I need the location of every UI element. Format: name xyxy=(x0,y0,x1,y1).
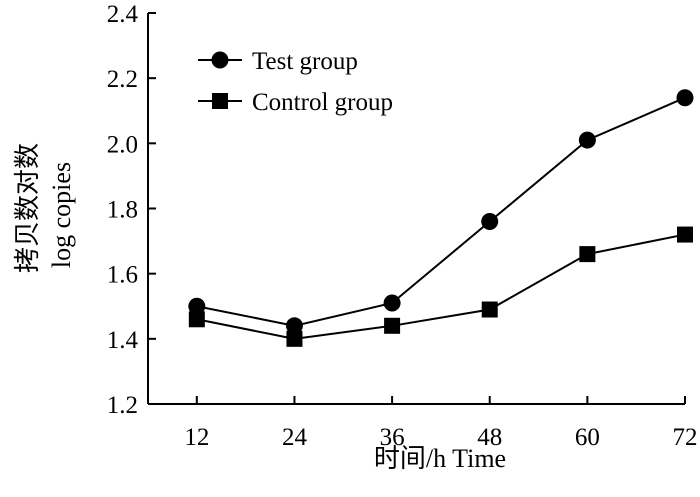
data-point-square xyxy=(579,246,596,263)
legend-marker-circle xyxy=(211,51,229,69)
y-tick-label: 2.0 xyxy=(107,131,138,158)
data-point-square xyxy=(481,301,498,318)
x-ticks: 12 24 36 48 60 72 xyxy=(184,396,698,451)
legend-marker-square xyxy=(212,93,228,109)
y-tick-label: 2.2 xyxy=(107,66,138,93)
y-axis-title-en: log copies xyxy=(47,162,76,268)
data-point-circle xyxy=(481,213,499,231)
series-line xyxy=(196,233,686,340)
data-point-square xyxy=(677,226,693,243)
data-point-square xyxy=(384,317,401,334)
axes xyxy=(147,13,685,405)
x-tick-label: 48 xyxy=(477,424,502,451)
data-point-circle xyxy=(676,89,694,107)
x-tick-label: 60 xyxy=(575,424,600,451)
x-tick-label: 24 xyxy=(282,424,308,451)
legend: Test group Control group xyxy=(198,48,393,116)
x-axis-title: 时间/h Time xyxy=(374,444,506,473)
y-tick-label: 1.8 xyxy=(107,197,138,224)
y-tick-label: 2.4 xyxy=(107,1,139,28)
data-point-circle xyxy=(285,317,303,335)
y-tick-label: 1.6 xyxy=(107,262,138,289)
series-line xyxy=(196,96,686,327)
data-point-square xyxy=(286,330,303,347)
x-tick-label: 36 xyxy=(380,424,405,451)
series-1 xyxy=(188,89,694,335)
series-2 xyxy=(188,226,693,347)
legend-label: Control group xyxy=(252,89,393,116)
y-ticks: 1.2 1.4 1.6 1.8 2.0 2.2 2.4 xyxy=(107,1,156,419)
legend-item: Test group xyxy=(198,48,358,75)
x-tick-label: 12 xyxy=(184,424,209,451)
legend-item: Control group xyxy=(198,89,393,116)
data-point-circle xyxy=(188,297,206,315)
y-axis-title-cn: 拷贝数对数 xyxy=(13,143,42,273)
y-tick-label: 1.2 xyxy=(107,392,138,419)
legend-label: Test group xyxy=(252,48,358,75)
series-layer xyxy=(188,89,694,347)
data-point-circle xyxy=(578,131,596,149)
x-tick-label: 72 xyxy=(673,424,698,451)
y-tick-label: 1.4 xyxy=(107,327,139,354)
data-point-square xyxy=(188,311,205,328)
data-point-circle xyxy=(383,294,401,312)
